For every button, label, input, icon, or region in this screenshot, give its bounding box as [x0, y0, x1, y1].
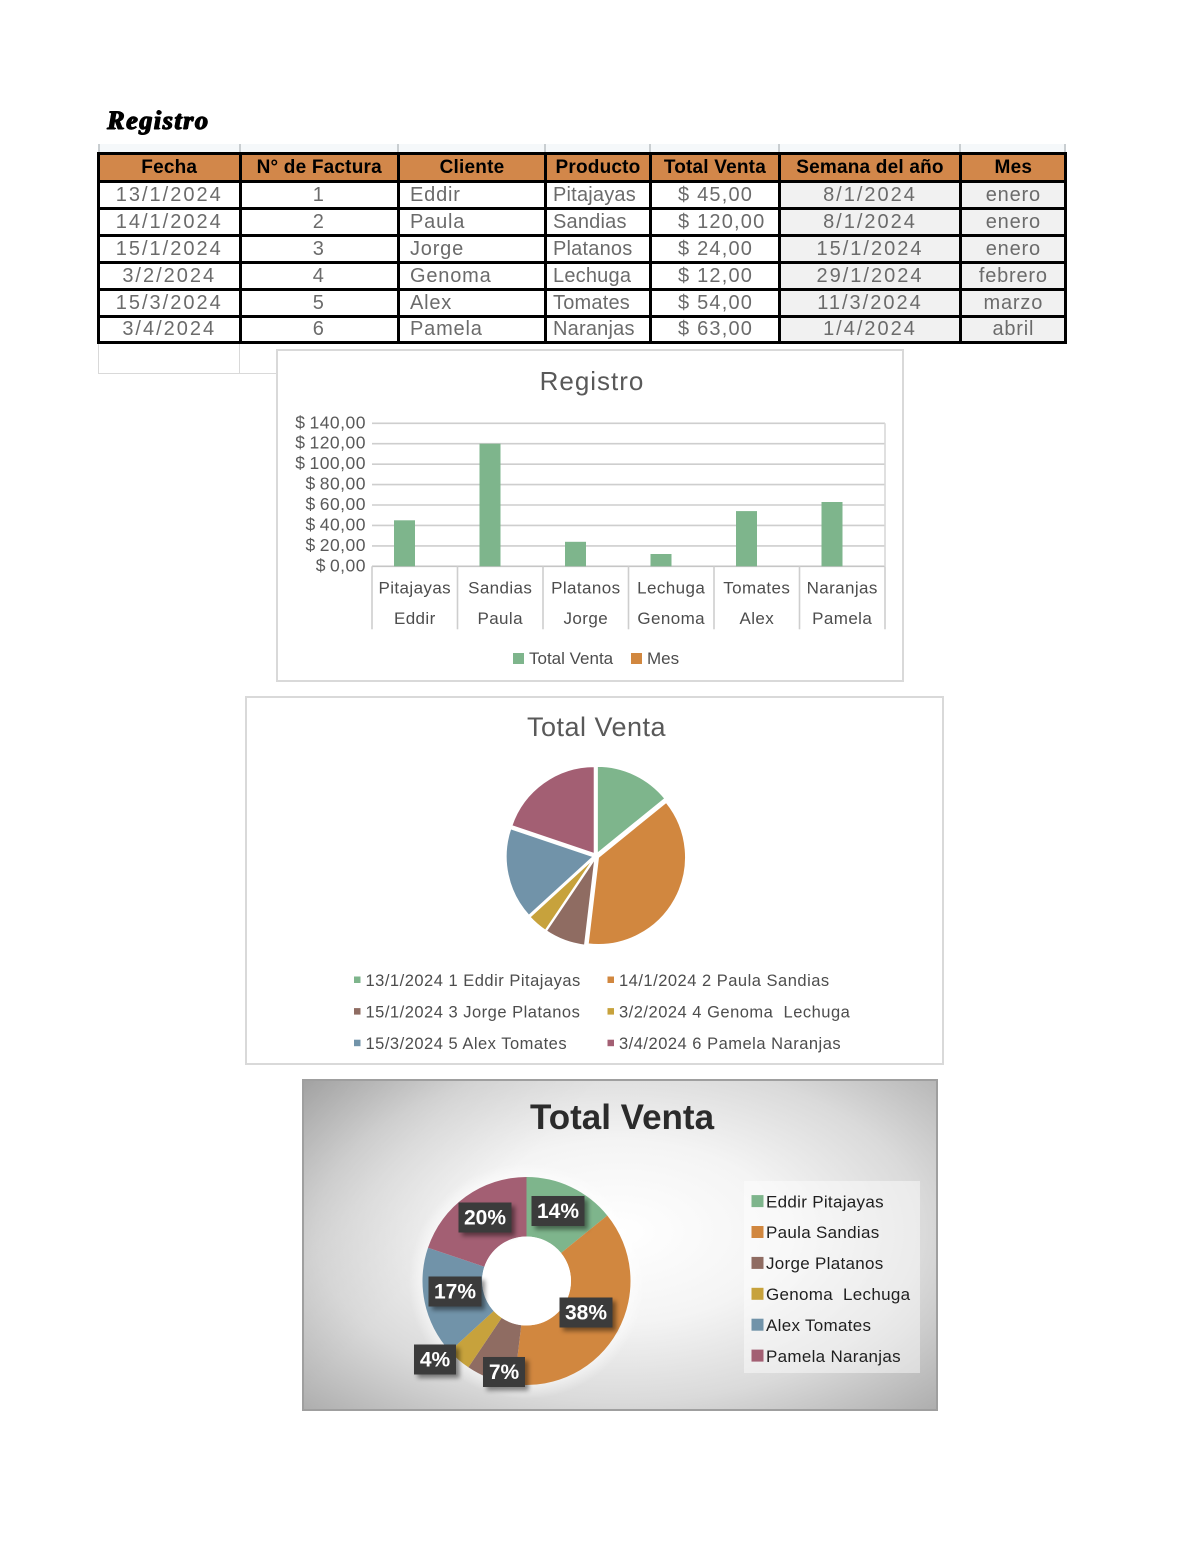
svg-text:$ 140,00: $ 140,00 [295, 412, 366, 432]
svg-text:3/2/2024 4 Genoma Lechuga: 3/2/2024 4 Genoma Lechuga [619, 1004, 851, 1022]
svg-text:Mes: Mes [647, 649, 679, 668]
svg-text:Paula Sandias: Paula Sandias [766, 1223, 880, 1242]
svg-text:Genoma Lechuga: Genoma Lechuga [766, 1285, 911, 1304]
svg-text:$ 60,00: $ 60,00 [305, 494, 366, 514]
svg-text:$ 20,00: $ 20,00 [305, 535, 366, 555]
svg-text:Naranjas: Naranjas [807, 578, 878, 597]
svg-text:Genoma: Genoma [637, 609, 705, 628]
svg-text:Eddir: Eddir [394, 609, 436, 628]
svg-text:Jorge: Jorge [564, 609, 609, 628]
svg-text:Alex: Alex [739, 609, 774, 628]
svg-text:4%: 4% [420, 1349, 451, 1372]
svg-text:20%: 20% [464, 1207, 506, 1230]
svg-text:Sandias: Sandias [468, 578, 532, 597]
svg-text:Total Venta: Total Venta [529, 649, 614, 668]
svg-text:$ 100,00: $ 100,00 [295, 453, 366, 473]
svg-text:14%: 14% [537, 1200, 579, 1223]
svg-text:7%: 7% [489, 1361, 520, 1384]
svg-text:15/3/2024 5 Alex Tomates: 15/3/2024 5 Alex Tomates [366, 1035, 568, 1053]
svg-text:Platanos: Platanos [551, 578, 620, 597]
svg-text:Pamela: Pamela [812, 609, 872, 628]
svg-text:Pitajayas: Pitajayas [379, 578, 452, 597]
svg-text:$ 0,00: $ 0,00 [316, 555, 366, 575]
svg-text:$ 80,00: $ 80,00 [305, 474, 366, 494]
svg-text:15/1/2024 3 Jorge Platanos: 15/1/2024 3 Jorge Platanos [366, 1004, 581, 1022]
svg-text:17%: 17% [434, 1281, 476, 1304]
svg-text:Alex Tomates: Alex Tomates [766, 1316, 871, 1335]
svg-text:Total Venta: Total Venta [530, 1098, 715, 1137]
svg-text:$ 40,00: $ 40,00 [305, 514, 366, 534]
svg-text:14/1/2024 2 Paula Sandias: 14/1/2024 2 Paula Sandias [619, 972, 830, 990]
svg-text:Pamela Naranjas: Pamela Naranjas [766, 1347, 901, 1366]
svg-text:Registro: Registro [540, 366, 645, 396]
svg-text:Total Venta: Total Venta [527, 712, 667, 742]
svg-text:Tomates: Tomates [723, 578, 790, 597]
svg-text:Paula: Paula [477, 609, 523, 628]
svg-text:38%: 38% [565, 1302, 607, 1325]
svg-text:13/1/2024 1 Eddir Pitajayas: 13/1/2024 1 Eddir Pitajayas [366, 972, 581, 990]
svg-text:Eddir Pitajayas: Eddir Pitajayas [766, 1192, 884, 1211]
svg-text:$ 120,00: $ 120,00 [295, 433, 366, 453]
svg-text:3/4/2024 6 Pamela Naranjas: 3/4/2024 6 Pamela Naranjas [619, 1035, 841, 1053]
svg-text:Jorge Platanos: Jorge Platanos [766, 1254, 884, 1273]
svg-text:Lechuga: Lechuga [637, 578, 705, 597]
